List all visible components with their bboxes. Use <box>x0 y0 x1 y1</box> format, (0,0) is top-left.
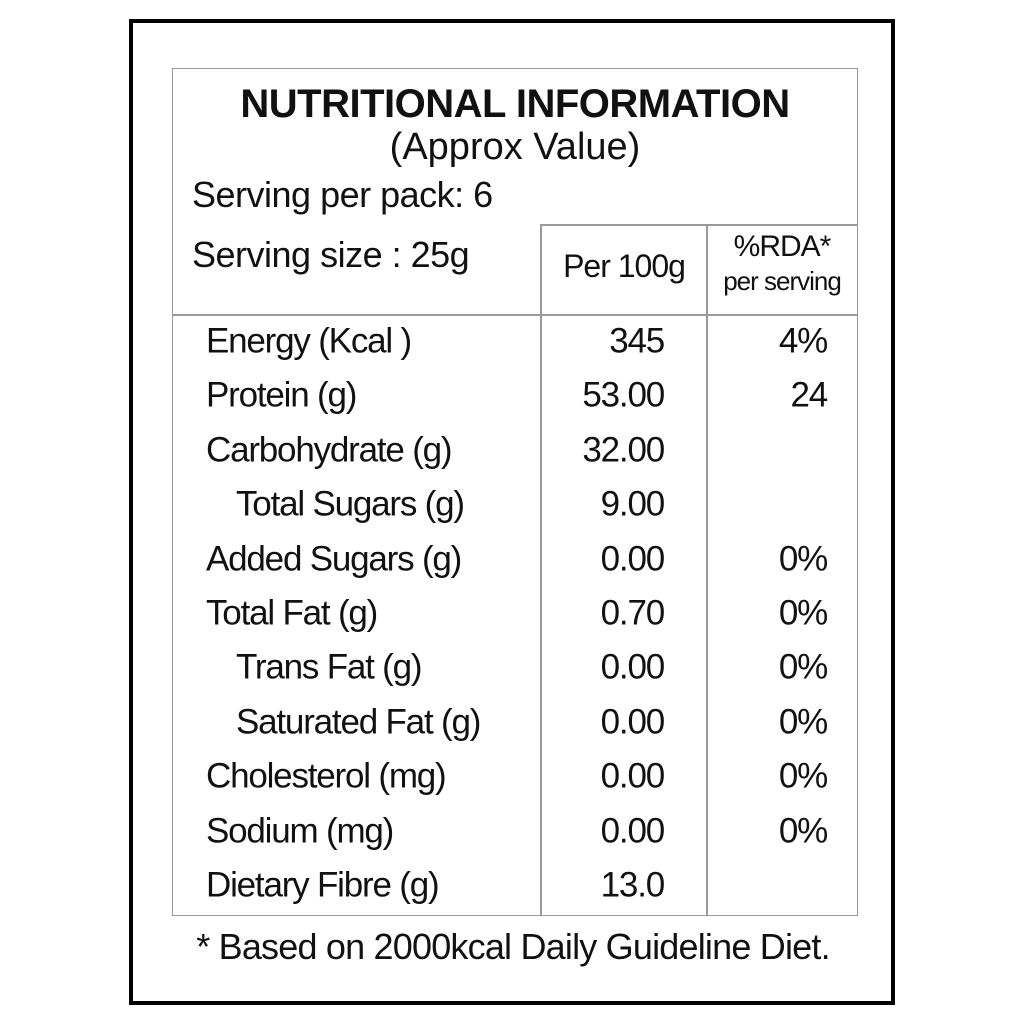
nutrient-label: Carbohydrate (g) <box>206 430 453 470</box>
column-header: %RDA* <box>733 230 832 263</box>
rda-value: 4% <box>778 321 828 361</box>
column-header-top <box>540 224 858 226</box>
nutrient-label: Total Fat (g) <box>206 593 378 633</box>
per-100g-value: 32.00 <box>582 430 665 470</box>
nutrient-label: Trans Fat (g) <box>236 647 423 687</box>
per-100g-value: 13.0 <box>600 865 666 905</box>
per-100g-value: 345 <box>609 321 665 361</box>
column-header: Per 100g <box>563 248 686 284</box>
rda-value: 0% <box>778 647 828 687</box>
per-100g-value: 0.00 <box>600 647 666 687</box>
column-divider <box>540 224 542 915</box>
rda-value: 24 <box>790 375 828 415</box>
rda-value: 0% <box>778 756 828 796</box>
per-100g-value: 0.00 <box>600 539 666 579</box>
header-divider <box>172 314 858 316</box>
title: NUTRITIONAL INFORMATION <box>240 82 790 126</box>
nutrient-label: Cholesterol (mg) <box>206 756 447 796</box>
rda-value: 0% <box>778 539 828 579</box>
rda-value: 0% <box>778 593 828 633</box>
nutrient-label: Protein (g) <box>206 375 357 415</box>
column-divider <box>706 224 708 915</box>
nutrient-label: Added Sugars (g) <box>206 539 462 579</box>
nutrient-label: Dietary Fibre (g) <box>206 865 440 905</box>
nutrient-label: Energy (Kcal ) <box>206 321 412 361</box>
footnote: * Based on 2000kcal Daily Guideline Diet… <box>196 926 830 967</box>
serving-per-pack: Serving per pack: 6 <box>192 174 493 215</box>
per-100g-value: 0.00 <box>600 702 666 742</box>
table-border <box>172 68 858 916</box>
per-100g-value: 9.00 <box>600 484 666 524</box>
nutrient-label: Total Sugars (g) <box>236 484 465 524</box>
rda-value: 0% <box>778 811 828 851</box>
per-100g-value: 0.70 <box>600 593 666 633</box>
nutrient-label: Sodium (mg) <box>206 811 394 851</box>
subtitle: (Approx Value) <box>389 126 641 168</box>
label-frame <box>129 19 895 1005</box>
nutrient-label: Saturated Fat (g) <box>236 702 481 742</box>
per-100g-value: 0.00 <box>600 756 666 796</box>
per-100g-value: 0.00 <box>600 811 666 851</box>
column-note: per serving <box>723 266 842 296</box>
serving-size: Serving size : 25g <box>192 234 470 275</box>
rda-value: 0% <box>778 702 828 742</box>
per-100g-value: 53.00 <box>582 375 665 415</box>
